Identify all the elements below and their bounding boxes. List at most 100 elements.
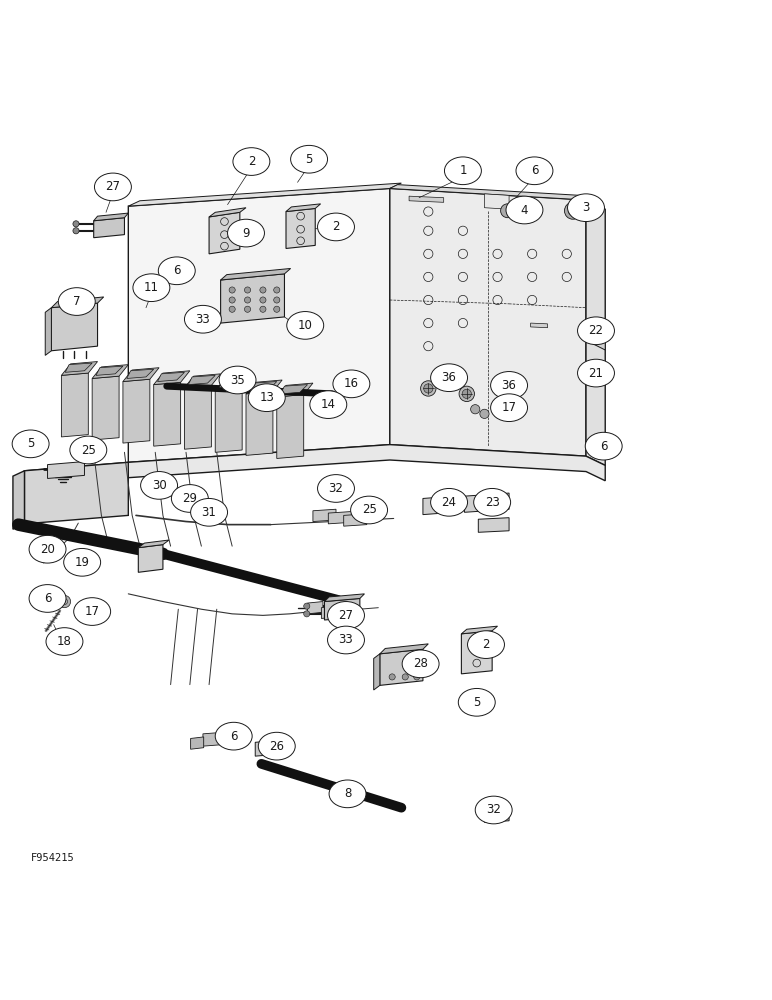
Ellipse shape bbox=[73, 598, 110, 625]
Polygon shape bbox=[66, 363, 92, 372]
Polygon shape bbox=[390, 188, 586, 456]
Polygon shape bbox=[479, 518, 509, 532]
Text: 28: 28 bbox=[413, 657, 428, 670]
Text: 23: 23 bbox=[485, 496, 499, 509]
Text: 10: 10 bbox=[298, 319, 313, 332]
Ellipse shape bbox=[516, 157, 553, 185]
Polygon shape bbox=[128, 188, 390, 462]
Polygon shape bbox=[154, 371, 190, 385]
Text: 9: 9 bbox=[242, 227, 250, 240]
Polygon shape bbox=[286, 208, 315, 248]
Text: 5: 5 bbox=[473, 696, 480, 709]
Polygon shape bbox=[96, 366, 123, 375]
Ellipse shape bbox=[506, 196, 543, 224]
Text: 18: 18 bbox=[57, 635, 72, 648]
Circle shape bbox=[471, 405, 480, 414]
Ellipse shape bbox=[327, 626, 364, 654]
Polygon shape bbox=[462, 626, 497, 634]
Circle shape bbox=[303, 603, 310, 609]
Text: 6: 6 bbox=[230, 730, 238, 743]
Ellipse shape bbox=[476, 796, 512, 824]
Ellipse shape bbox=[219, 366, 256, 394]
Polygon shape bbox=[191, 737, 204, 749]
Polygon shape bbox=[409, 196, 444, 202]
Circle shape bbox=[245, 287, 251, 293]
Polygon shape bbox=[530, 323, 547, 328]
Circle shape bbox=[260, 287, 266, 293]
Ellipse shape bbox=[215, 722, 252, 750]
Ellipse shape bbox=[29, 535, 66, 563]
Polygon shape bbox=[587, 336, 603, 341]
Polygon shape bbox=[246, 380, 282, 394]
Polygon shape bbox=[48, 462, 84, 478]
Circle shape bbox=[500, 204, 514, 218]
Polygon shape bbox=[62, 373, 88, 437]
Polygon shape bbox=[256, 740, 283, 756]
Ellipse shape bbox=[228, 219, 265, 247]
Polygon shape bbox=[157, 372, 185, 382]
Ellipse shape bbox=[158, 257, 195, 285]
Ellipse shape bbox=[317, 475, 354, 502]
Ellipse shape bbox=[259, 732, 295, 760]
Text: F954215: F954215 bbox=[31, 853, 74, 863]
Polygon shape bbox=[586, 200, 605, 465]
Polygon shape bbox=[221, 268, 290, 280]
Text: 26: 26 bbox=[269, 740, 284, 753]
Text: 5: 5 bbox=[306, 153, 313, 166]
Polygon shape bbox=[390, 185, 594, 200]
Polygon shape bbox=[92, 365, 128, 378]
Ellipse shape bbox=[310, 391, 347, 418]
Circle shape bbox=[469, 698, 476, 705]
Ellipse shape bbox=[491, 394, 527, 422]
Circle shape bbox=[480, 409, 489, 418]
Circle shape bbox=[389, 674, 395, 680]
Ellipse shape bbox=[468, 631, 504, 658]
Polygon shape bbox=[92, 376, 119, 440]
Circle shape bbox=[564, 202, 581, 219]
Polygon shape bbox=[93, 218, 124, 238]
Ellipse shape bbox=[249, 384, 285, 412]
Text: 31: 31 bbox=[201, 506, 216, 519]
Text: 13: 13 bbox=[259, 391, 274, 404]
Ellipse shape bbox=[69, 436, 107, 464]
Text: 24: 24 bbox=[442, 496, 456, 509]
Text: 2: 2 bbox=[248, 155, 255, 168]
Text: 32: 32 bbox=[486, 803, 501, 816]
Polygon shape bbox=[62, 362, 97, 375]
Text: 14: 14 bbox=[321, 398, 336, 411]
Circle shape bbox=[274, 297, 279, 303]
Circle shape bbox=[510, 206, 523, 220]
Polygon shape bbox=[215, 388, 242, 452]
Circle shape bbox=[229, 297, 235, 303]
Circle shape bbox=[303, 611, 310, 617]
Polygon shape bbox=[13, 471, 25, 529]
Polygon shape bbox=[485, 194, 509, 209]
Polygon shape bbox=[209, 208, 246, 217]
Polygon shape bbox=[286, 204, 320, 212]
Ellipse shape bbox=[333, 370, 370, 398]
Polygon shape bbox=[423, 496, 454, 515]
Ellipse shape bbox=[317, 213, 354, 241]
Ellipse shape bbox=[12, 430, 49, 458]
Text: 17: 17 bbox=[85, 605, 100, 618]
Ellipse shape bbox=[133, 274, 170, 302]
Text: 2: 2 bbox=[332, 220, 340, 233]
Circle shape bbox=[260, 297, 266, 303]
Polygon shape bbox=[46, 308, 52, 355]
Polygon shape bbox=[215, 377, 252, 391]
Circle shape bbox=[51, 593, 63, 605]
Polygon shape bbox=[277, 383, 313, 397]
Text: 27: 27 bbox=[338, 609, 354, 622]
Text: 11: 11 bbox=[144, 281, 159, 294]
Polygon shape bbox=[209, 212, 240, 254]
Polygon shape bbox=[123, 379, 150, 443]
Ellipse shape bbox=[577, 359, 615, 387]
Ellipse shape bbox=[141, 472, 178, 499]
Text: 33: 33 bbox=[339, 633, 354, 646]
Polygon shape bbox=[465, 493, 509, 512]
Circle shape bbox=[414, 674, 420, 680]
Polygon shape bbox=[324, 594, 364, 602]
Circle shape bbox=[245, 306, 251, 312]
Text: 6: 6 bbox=[600, 440, 608, 453]
Text: 17: 17 bbox=[502, 401, 516, 414]
